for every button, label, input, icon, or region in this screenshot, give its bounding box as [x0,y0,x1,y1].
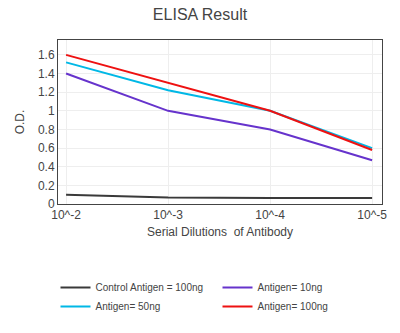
svg-text:Antigen= 50ng: Antigen= 50ng [96,301,161,312]
svg-text:10^-4: 10^-4 [255,208,285,222]
svg-text:0.6: 0.6 [38,141,55,155]
svg-text:0.4: 0.4 [38,160,55,174]
svg-text:0.2: 0.2 [38,179,55,193]
svg-text:Control Antigen = 100ng: Control Antigen = 100ng [96,282,204,293]
svg-text:ELISA Result: ELISA Result [153,6,248,23]
svg-text:10^-3: 10^-3 [153,208,183,222]
svg-text:Antigen= 10ng: Antigen= 10ng [258,282,323,293]
svg-text:1.4: 1.4 [38,67,55,81]
svg-text:1.6: 1.6 [38,48,55,62]
svg-text:1.2: 1.2 [38,85,55,99]
svg-text:10^-2: 10^-2 [51,208,81,222]
svg-text:O.D.: O.D. [13,110,27,135]
svg-text:10^-5: 10^-5 [357,208,387,222]
svg-text:Serial Dilutions of Antibody: Serial Dilutions of Antibody [147,225,293,239]
svg-text:0: 0 [48,197,55,211]
svg-text:Antigen= 100ng: Antigen= 100ng [258,301,328,312]
svg-text:1: 1 [48,104,55,118]
svg-text:0.8: 0.8 [38,123,55,137]
